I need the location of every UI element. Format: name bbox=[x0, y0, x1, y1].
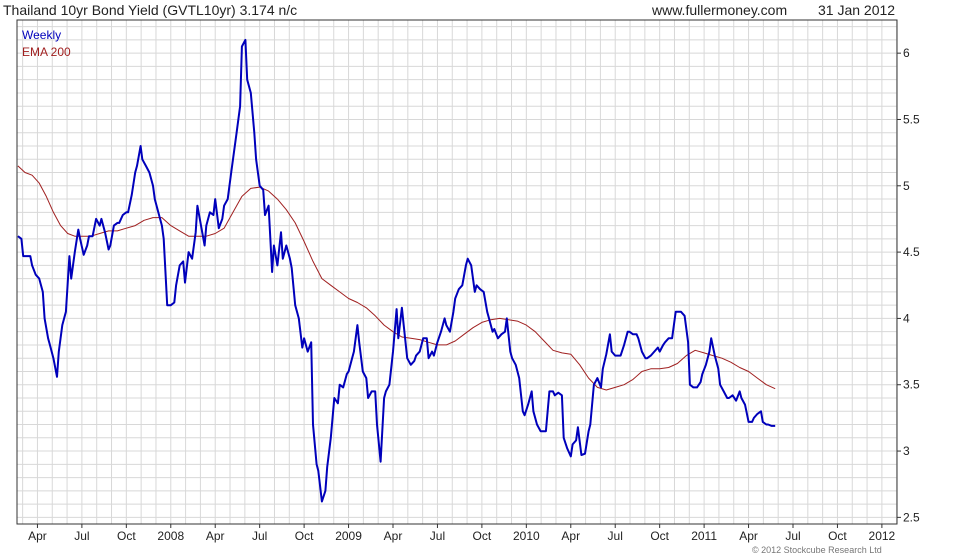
y-tick-label: 5.5 bbox=[903, 112, 920, 126]
x-tick-label: Apr bbox=[739, 529, 758, 543]
y-tick-label: 3 bbox=[903, 444, 910, 458]
legend: Weekly EMA 200 bbox=[22, 28, 71, 59]
x-axis: Apr Jul Oct 2008 Apr Jul Oct 2009 Apr Jul Oct 2010 A… bbox=[28, 524, 896, 543]
x-tick-label: Oct bbox=[650, 529, 669, 543]
x-tick-label: Jul bbox=[74, 529, 89, 543]
site-url: www.fullermoney.com bbox=[652, 2, 788, 18]
x-tick-label: Jul bbox=[608, 529, 623, 543]
legend-ema-200: EMA 200 bbox=[22, 45, 71, 59]
ema-200-series-line bbox=[17, 165, 776, 391]
y-tick-label: 3.5 bbox=[903, 378, 920, 392]
x-tick-label: Jul bbox=[252, 529, 267, 543]
x-tick-label: Apr bbox=[206, 529, 225, 543]
x-tick-label: Apr bbox=[384, 529, 403, 543]
y-tick-label: 4 bbox=[903, 311, 910, 325]
x-tick-label: 2012 bbox=[869, 529, 896, 543]
y-tick-label: 2.5 bbox=[903, 510, 920, 524]
copyright-text: © 2012 Stockcube Research Ltd bbox=[752, 545, 882, 555]
x-tick-label: Oct bbox=[117, 529, 136, 543]
x-tick-label: 2008 bbox=[157, 529, 184, 543]
x-tick-label: Oct bbox=[828, 529, 847, 543]
x-tick-label: 2009 bbox=[335, 529, 362, 543]
x-tick-label: Jul bbox=[785, 529, 800, 543]
x-tick-label: Jul bbox=[430, 529, 445, 543]
chart-title: Thailand 10yr Bond Yield (GVTL10yr) 3.17… bbox=[3, 2, 298, 18]
y-tick-label: 5 bbox=[903, 179, 910, 193]
chart-date: 31 Jan 2012 bbox=[818, 2, 896, 18]
weekly-series-line bbox=[17, 38, 776, 503]
plot-frame bbox=[16, 19, 898, 525]
x-tick-label: Apr bbox=[561, 529, 580, 543]
chart-header: Thailand 10yr Bond Yield (GVTL10yr) 3.17… bbox=[0, 0, 900, 20]
x-tick-label: 2011 bbox=[691, 529, 717, 543]
grid bbox=[17, 20, 898, 524]
x-tick-label: Apr bbox=[28, 529, 47, 543]
y-axis: 2.5 3 3.5 4 4.5 5 5.5 6 bbox=[897, 46, 920, 524]
y-tick-label: 4.5 bbox=[903, 245, 920, 259]
x-tick-label: Oct bbox=[473, 529, 492, 543]
x-tick-label: Oct bbox=[295, 529, 314, 543]
x-tick-label: 2010 bbox=[513, 529, 540, 543]
y-tick-label: 6 bbox=[903, 46, 910, 60]
series-lines bbox=[17, 38, 776, 503]
legend-weekly: Weekly bbox=[22, 28, 61, 42]
